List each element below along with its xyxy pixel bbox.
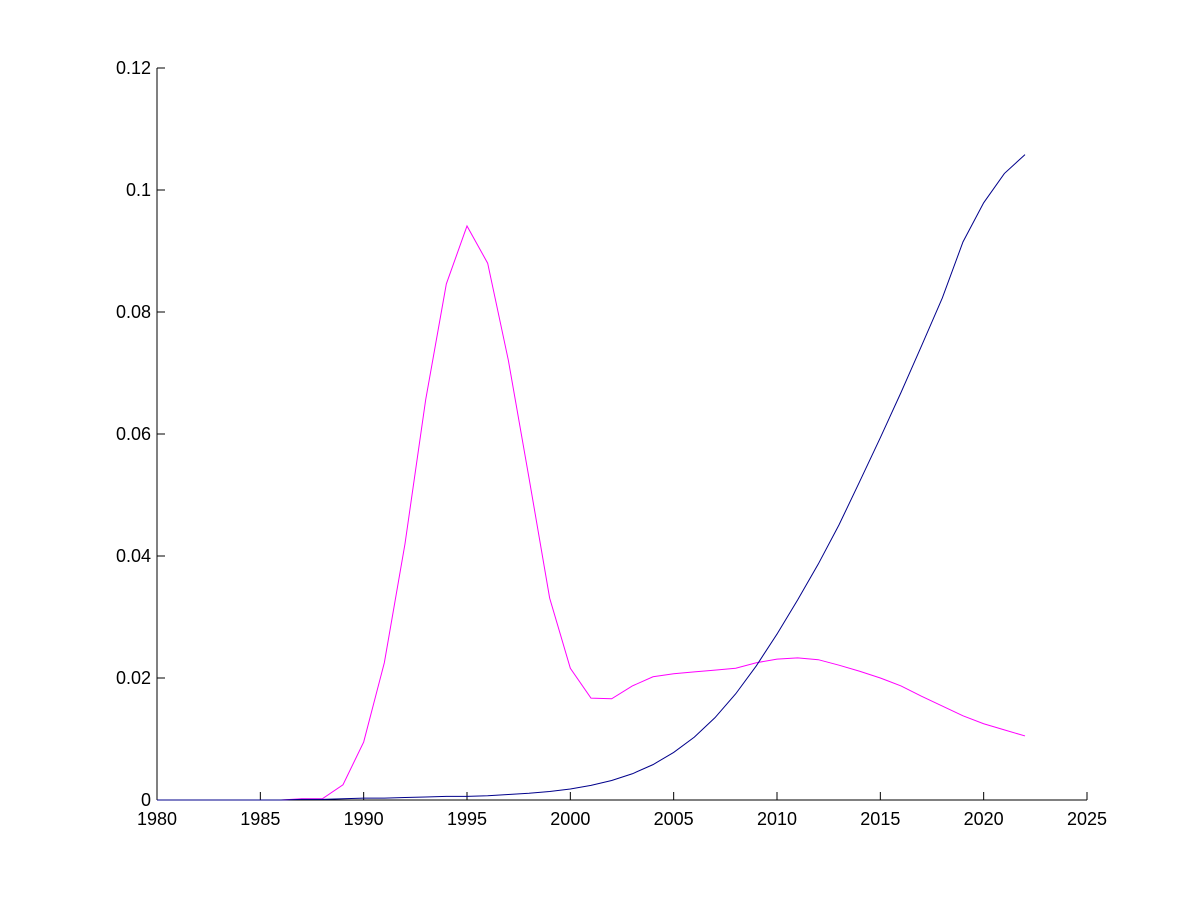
x-tick-label: 1985 bbox=[240, 809, 280, 829]
x-tick-label: 2005 bbox=[654, 809, 694, 829]
y-tick-label: 0 bbox=[141, 790, 151, 810]
line-series bbox=[157, 224, 1026, 801]
y-tick-label: 0.12 bbox=[116, 58, 151, 78]
y-tick-label: 0.1 bbox=[126, 180, 151, 200]
x-tick-label: 2025 bbox=[1067, 809, 1107, 829]
x-tick-label: 2020 bbox=[964, 809, 1004, 829]
x-tick-label: 1990 bbox=[344, 809, 384, 829]
x-tick-label: 1995 bbox=[447, 809, 487, 829]
y-tick-label: 0.04 bbox=[116, 546, 151, 566]
y-tick-label: 0.06 bbox=[116, 424, 151, 444]
x-tick-label: 2010 bbox=[757, 809, 797, 829]
x-tick-label: 1980 bbox=[137, 809, 177, 829]
line-series bbox=[157, 154, 1026, 801]
y-tick-label: 0.08 bbox=[116, 302, 151, 322]
x-tick-label: 2000 bbox=[550, 809, 590, 829]
y-tick-label: 0.02 bbox=[116, 668, 151, 688]
x-tick-label: 2015 bbox=[860, 809, 900, 829]
